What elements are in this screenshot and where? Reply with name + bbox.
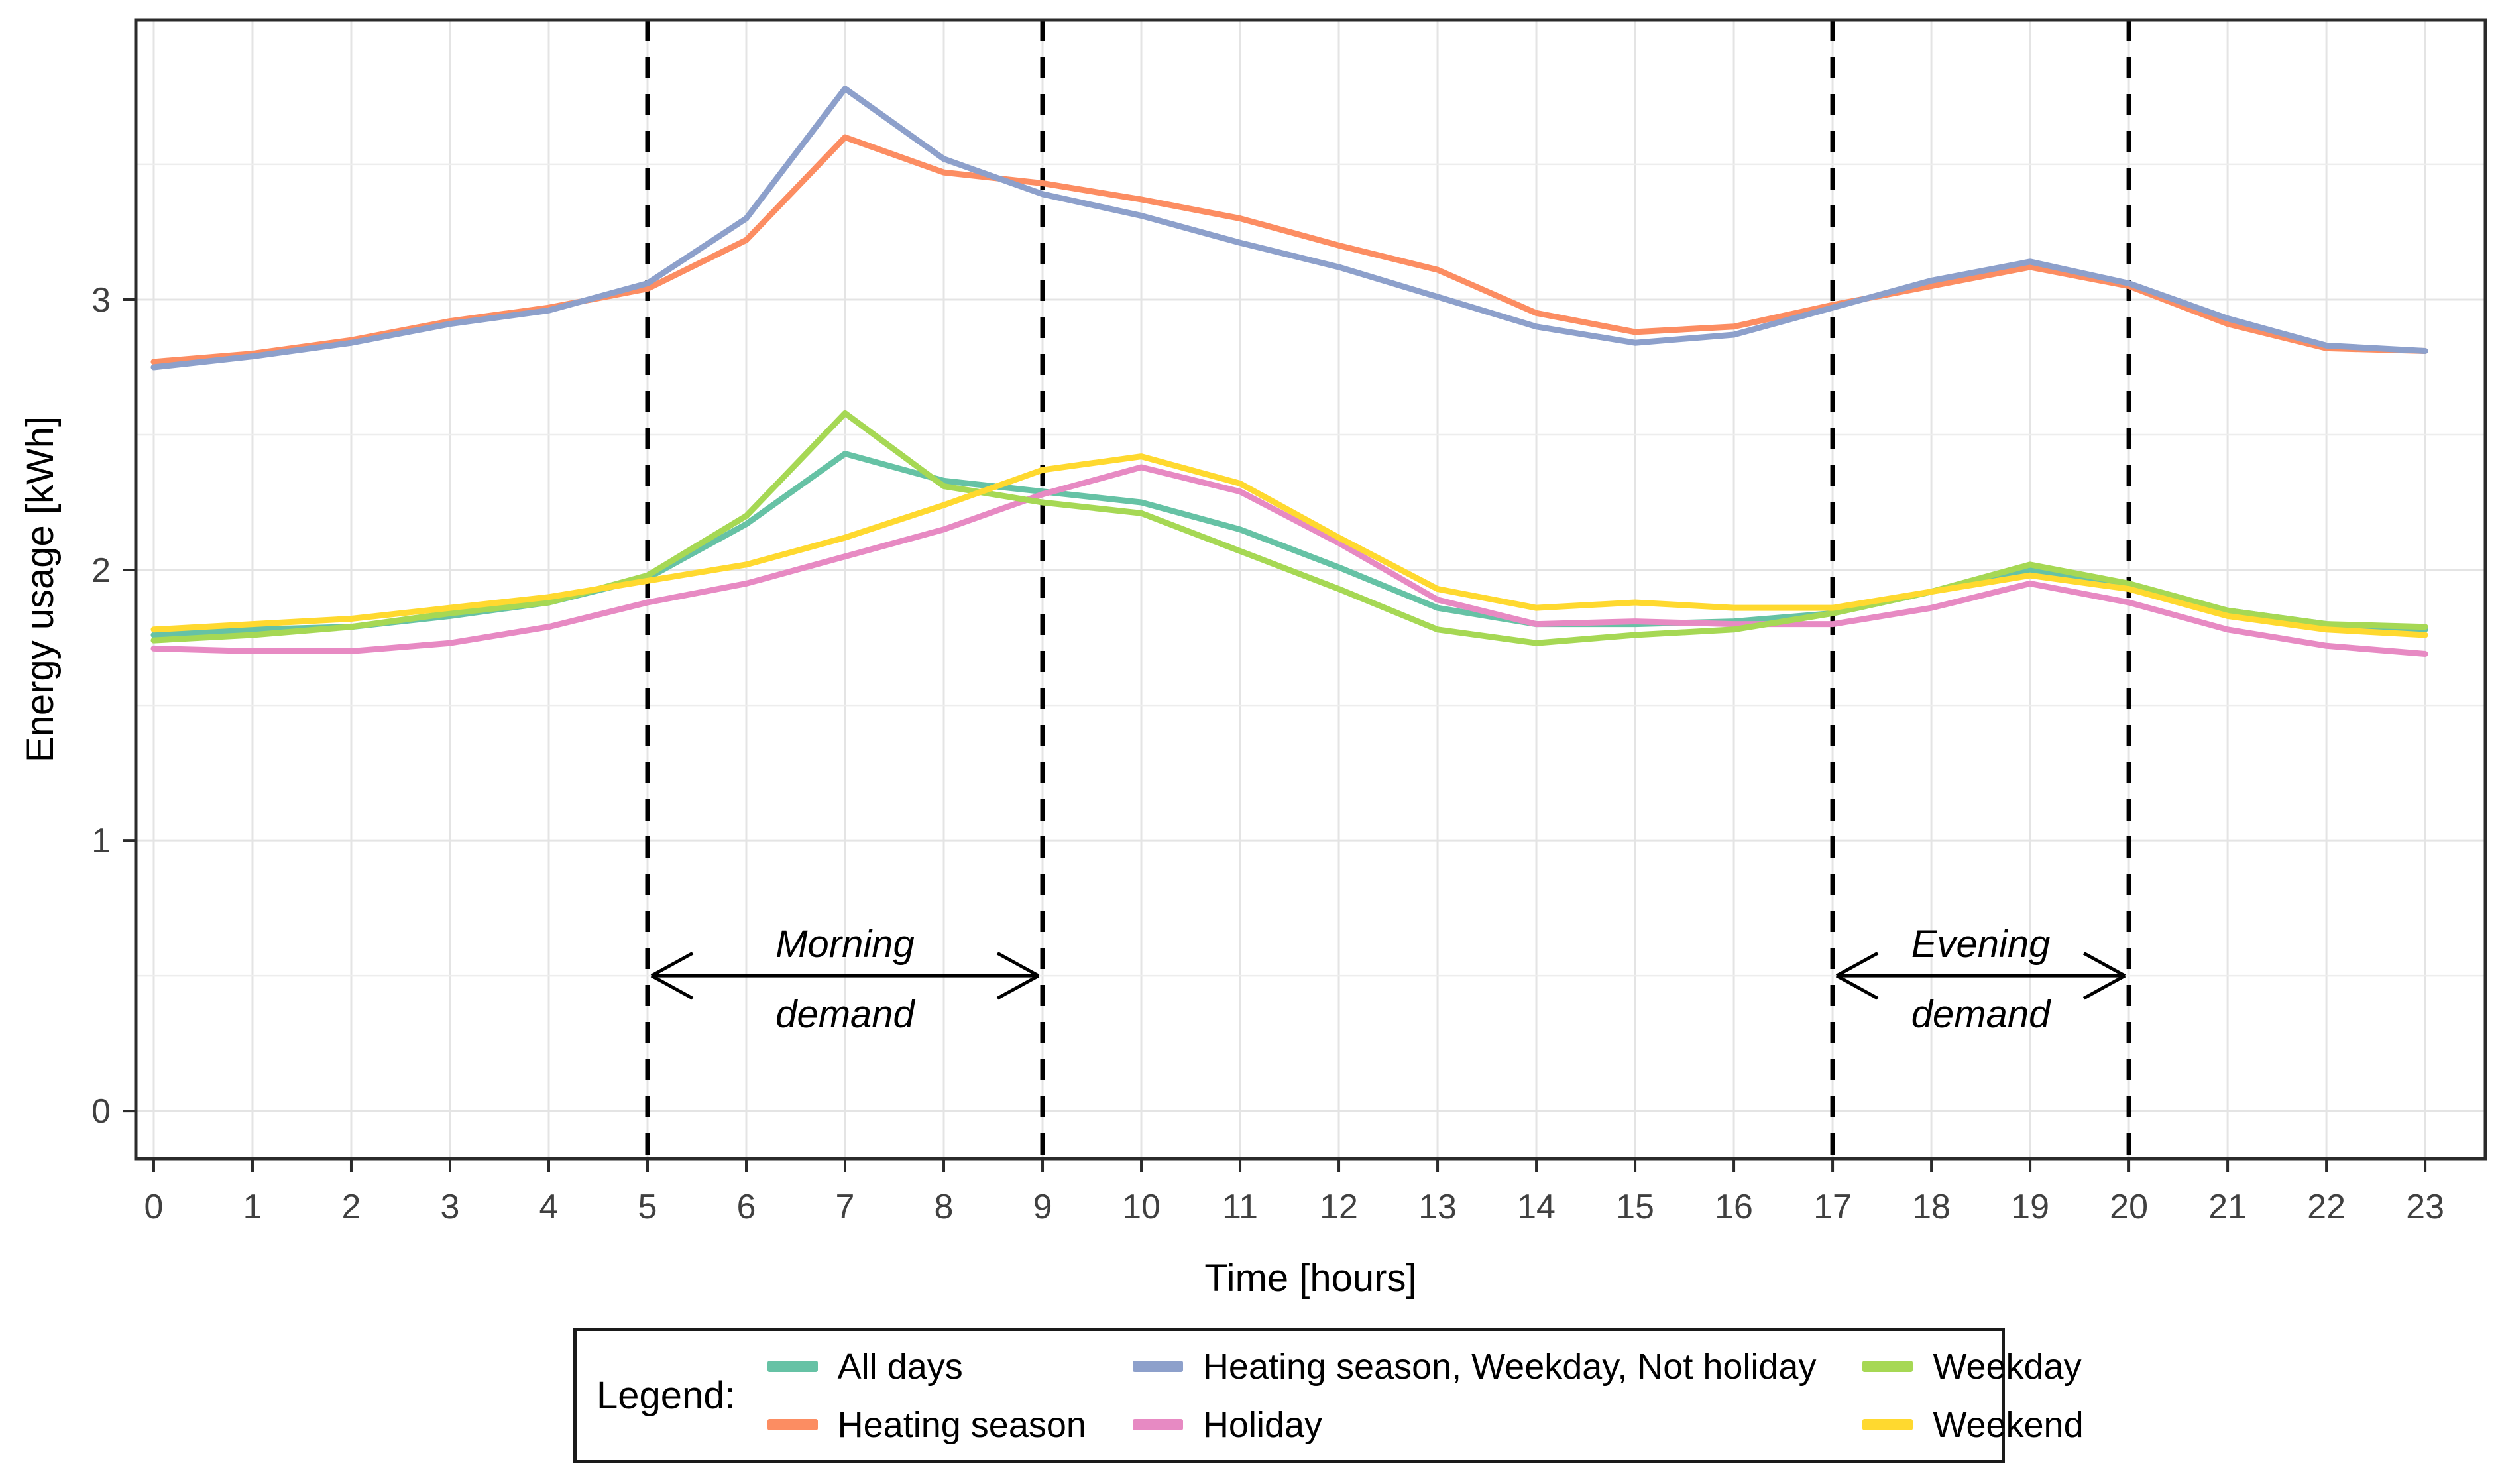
legend-key-swatch bbox=[1862, 1419, 1913, 1430]
legend-column: Weekday Weekend bbox=[1862, 1346, 2084, 1446]
legend-key-swatch bbox=[1132, 1419, 1183, 1430]
annotation-arrowhead bbox=[650, 951, 694, 1000]
series-line bbox=[150, 464, 2428, 657]
x-tick-label: 6 bbox=[737, 1188, 756, 1226]
x-tick-label: 2 bbox=[342, 1188, 361, 1226]
y-axis-title: Energy usage [kWh] bbox=[19, 416, 62, 762]
x-tick-label: 14 bbox=[1517, 1188, 1556, 1226]
legend-item-label: Heating season, Weekday, Not holiday bbox=[1202, 1346, 1817, 1387]
panel-border bbox=[134, 18, 2487, 1161]
x-tick-label: 11 bbox=[1222, 1188, 1258, 1226]
legend-item: Weekend bbox=[1862, 1404, 2084, 1446]
legend-key-swatch bbox=[1862, 1361, 1913, 1372]
legend-item-label: Heating season bbox=[837, 1404, 1086, 1445]
x-tick-label: 4 bbox=[539, 1188, 559, 1226]
y-tick-label: 2 bbox=[91, 551, 111, 590]
legend-key-swatch bbox=[1132, 1361, 1183, 1372]
legend-column: Heating season, Weekday, Not holiday Holi… bbox=[1132, 1346, 1817, 1446]
legend-item: Heating season bbox=[767, 1404, 1086, 1446]
x-tick-label: 15 bbox=[1616, 1188, 1654, 1226]
legend-column: All days Heating season bbox=[767, 1346, 1086, 1446]
legend-key-swatch bbox=[767, 1361, 818, 1372]
x-tick-label: 19 bbox=[2011, 1188, 2049, 1226]
legend-item-label: Weekend bbox=[1933, 1404, 2084, 1445]
series-line bbox=[150, 86, 2428, 371]
x-tick-label: 18 bbox=[1912, 1188, 1951, 1226]
series-line bbox=[150, 453, 2428, 638]
annotation-text-line2: demand bbox=[775, 993, 915, 1036]
x-tick-label: 7 bbox=[836, 1188, 855, 1226]
x-tick-label: 22 bbox=[2307, 1188, 2346, 1226]
annotation-text-line2: demand bbox=[1911, 993, 2051, 1036]
annotation-arrowhead bbox=[2082, 951, 2126, 1000]
y-tick-label: 1 bbox=[91, 822, 111, 860]
series-line bbox=[150, 134, 2428, 365]
legend-item-label: Holiday bbox=[1202, 1404, 1323, 1445]
x-tick-label: 17 bbox=[1813, 1188, 1852, 1226]
x-tick-label: 12 bbox=[1320, 1188, 1358, 1226]
x-tick-label: 20 bbox=[2110, 1188, 2148, 1226]
annotation-text-line1: Evening bbox=[1911, 923, 2051, 966]
x-tick-label: 1 bbox=[243, 1188, 262, 1226]
legend-item: Weekday bbox=[1862, 1346, 2083, 1387]
y-tick-label: 3 bbox=[91, 281, 111, 319]
x-tick-label: 23 bbox=[2406, 1188, 2444, 1226]
legend-item: Heating season, Weekday, Not holiday bbox=[1132, 1346, 1817, 1387]
x-tick-label: 13 bbox=[1418, 1188, 1457, 1226]
x-axis-title: Time [hours] bbox=[1204, 1257, 1416, 1300]
x-tick-label: 3 bbox=[441, 1188, 460, 1226]
legend-key-swatch bbox=[767, 1419, 818, 1430]
y-tick-label: 0 bbox=[91, 1092, 111, 1131]
x-tick-label: 9 bbox=[1033, 1188, 1052, 1226]
annotation-text-line1: Morning bbox=[775, 923, 915, 966]
x-tick-label: 0 bbox=[144, 1188, 164, 1226]
annotation-arrowhead bbox=[1835, 951, 1879, 1000]
x-tick-label: 5 bbox=[638, 1188, 657, 1226]
legend-item-label: Weekday bbox=[1933, 1346, 2082, 1387]
legend-title: Legend: bbox=[596, 1374, 736, 1417]
x-tick-label: 10 bbox=[1122, 1188, 1161, 1226]
x-tick-label: 16 bbox=[1715, 1188, 1753, 1226]
x-tick-label: 21 bbox=[2208, 1188, 2247, 1226]
legend-item-label: All days bbox=[837, 1346, 963, 1387]
annotation-arrowhead bbox=[996, 951, 1040, 1000]
x-tick-label: 8 bbox=[935, 1188, 954, 1226]
series-line bbox=[150, 410, 2428, 646]
legend-item: All days bbox=[767, 1346, 1086, 1387]
chart-legend: Legend: All days Heating season Heating se… bbox=[573, 1328, 2084, 1463]
legend-item: Holiday bbox=[1132, 1404, 1817, 1446]
